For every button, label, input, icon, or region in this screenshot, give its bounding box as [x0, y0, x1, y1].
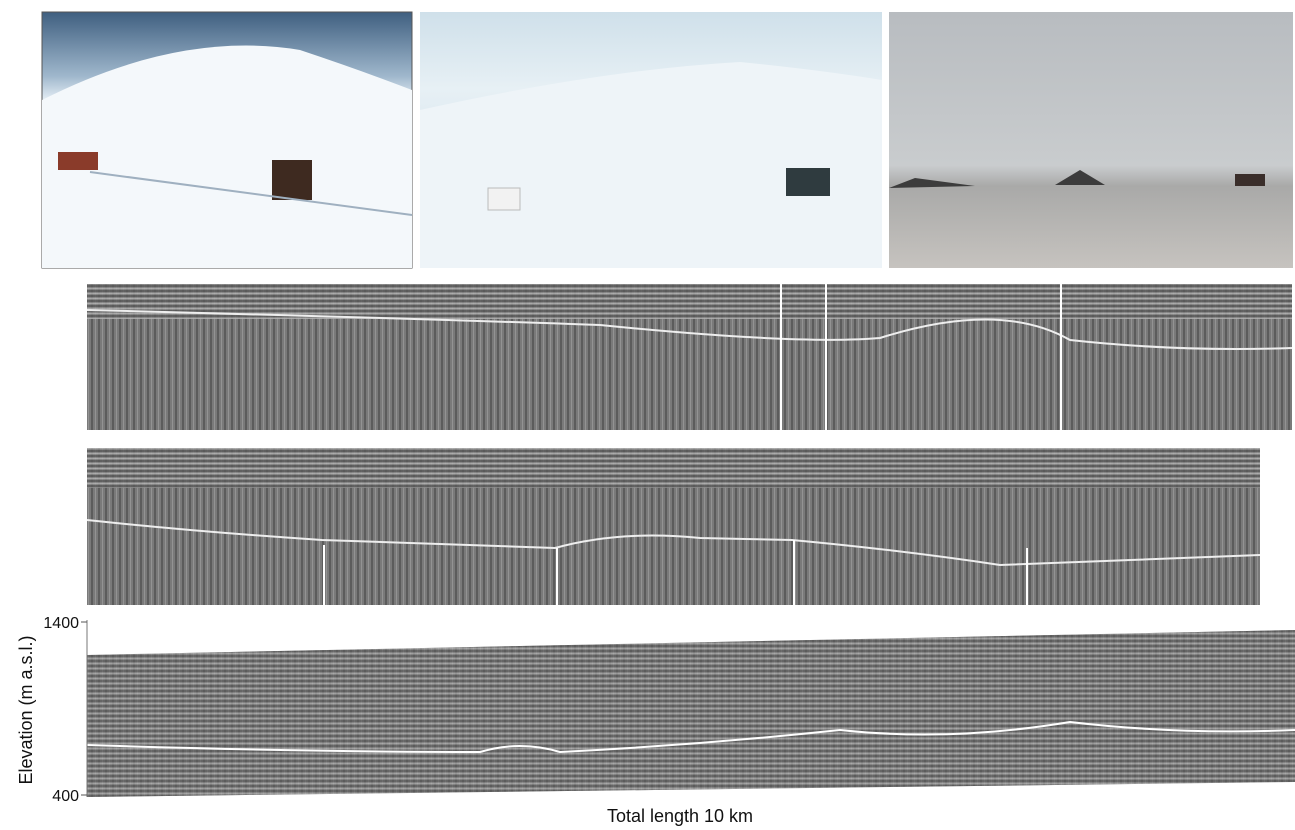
- y-axis-label: Elevation (m a.s.l.): [16, 635, 36, 784]
- figure: 1400 400 Elevation (m a.s.l.) Total lengt…: [0, 0, 1295, 830]
- y-tick-label: 400: [52, 788, 79, 805]
- radar-panel-1: [87, 284, 1292, 430]
- photo-1: [42, 12, 412, 268]
- photo-3: [889, 12, 1293, 268]
- radar-panel-3: [87, 630, 1295, 797]
- y-ticks: 1400 400: [43, 615, 87, 805]
- photo-2: [420, 12, 882, 268]
- radar-panel-2: [87, 448, 1260, 605]
- y-tick-label: 1400: [43, 615, 79, 632]
- x-axis-label: Total length 10 km: [607, 806, 753, 826]
